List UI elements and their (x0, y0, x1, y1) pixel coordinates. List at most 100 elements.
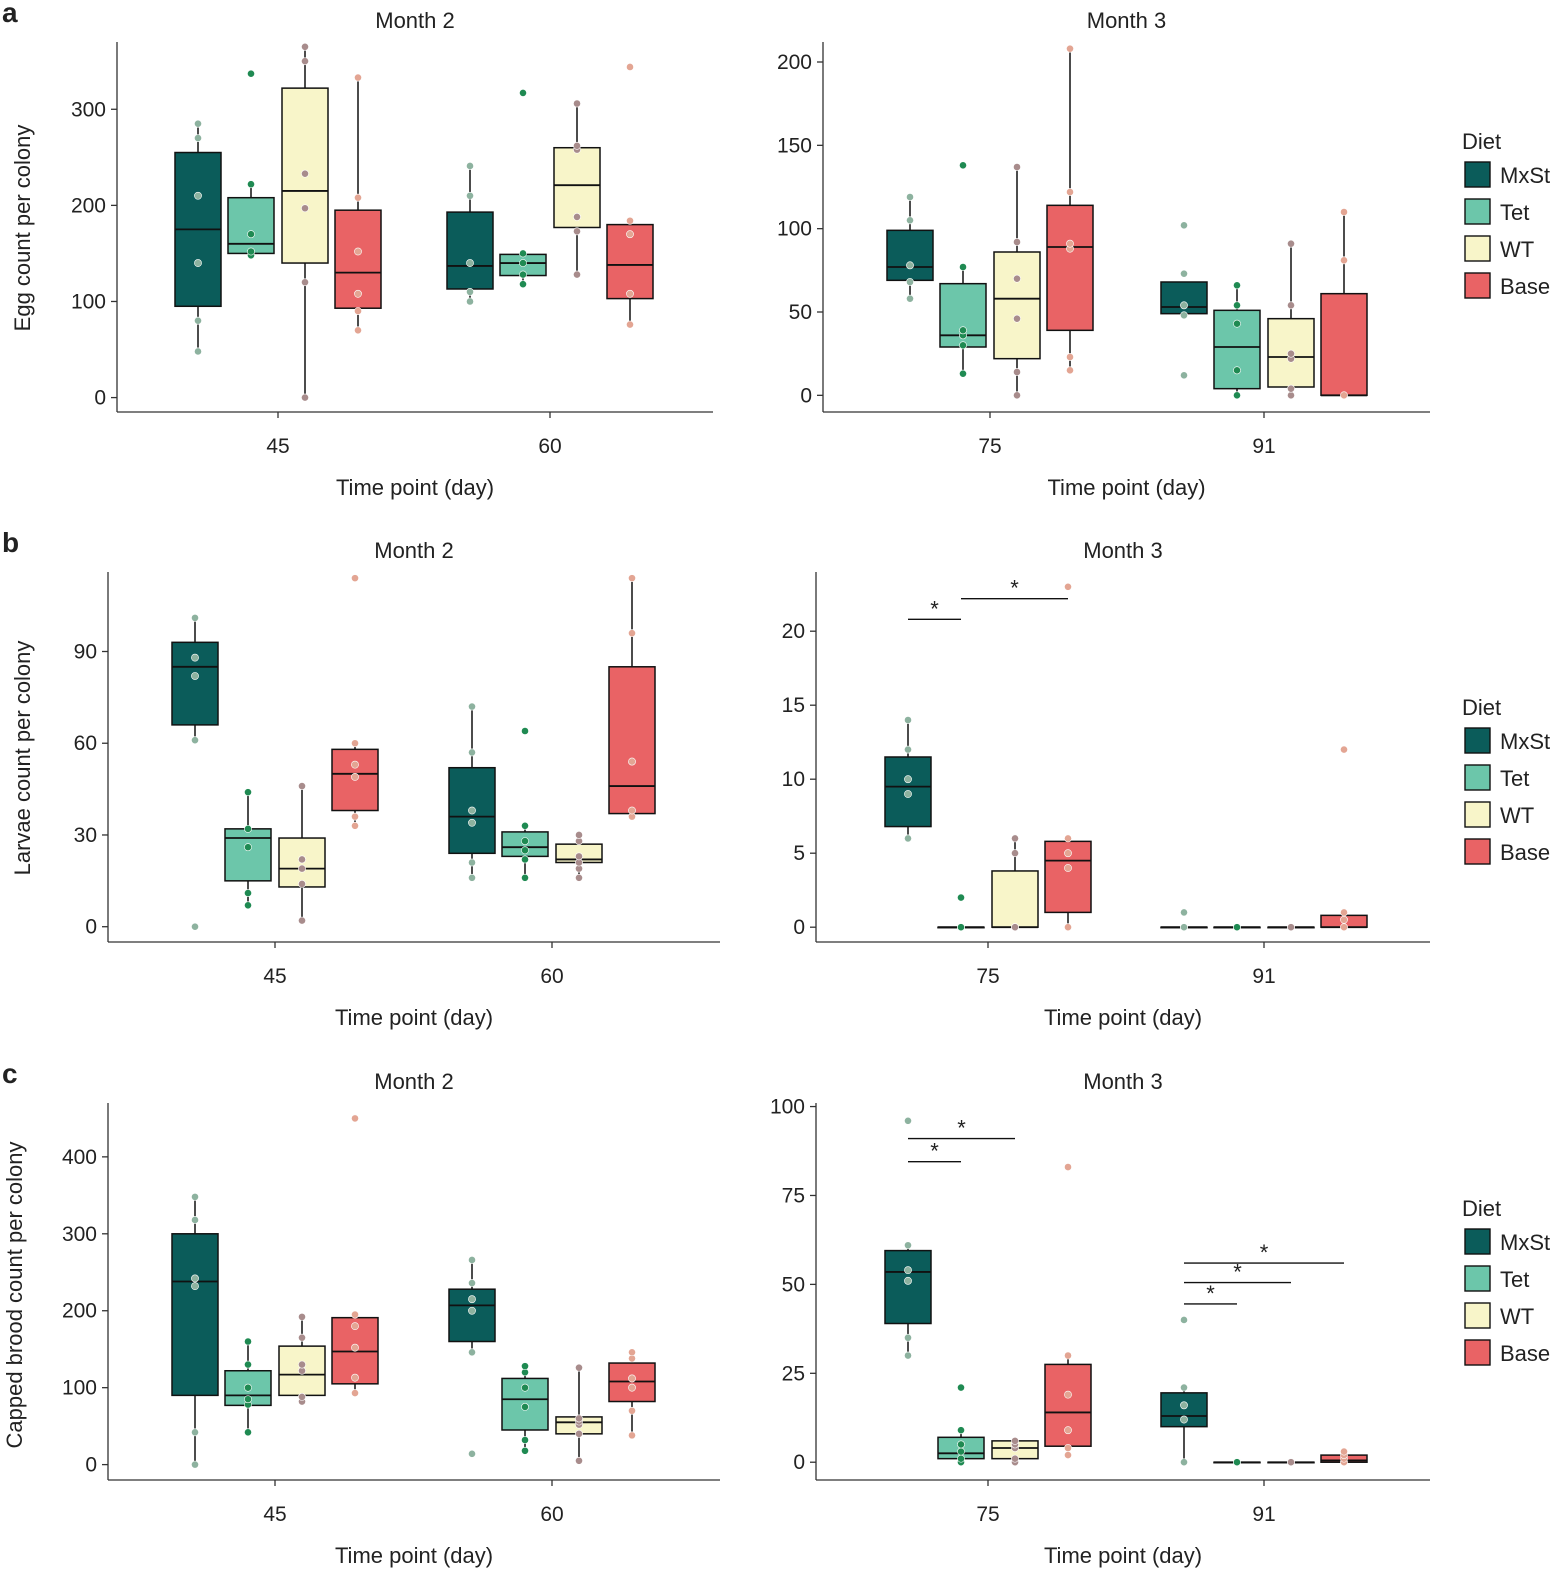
box-wt-day-75 (991, 834, 1039, 932)
x-tick-label: 60 (540, 965, 563, 988)
data-point (351, 1322, 359, 1331)
data-point (628, 574, 636, 583)
data-point (1064, 1451, 1072, 1460)
data-point (1064, 582, 1072, 591)
significance-star: * (957, 1116, 966, 1141)
data-point (301, 57, 309, 66)
box-tet-day-60 (499, 89, 547, 289)
significance-star: * (1010, 576, 1019, 601)
data-point (957, 1454, 965, 1463)
box-body (608, 666, 656, 815)
data-point (904, 1241, 912, 1250)
data-point (301, 278, 309, 287)
y-tick-label: 200 (62, 1300, 97, 1323)
box-mxst-day-60 (446, 162, 494, 306)
data-point (191, 1460, 199, 1469)
box-tet-day-45 (224, 1337, 272, 1437)
box-base-day-45 (334, 73, 382, 335)
data-point (351, 812, 359, 821)
data-point (298, 1360, 306, 1369)
data-point (626, 216, 634, 225)
data-point (1011, 849, 1019, 858)
data-point (519, 89, 527, 97)
box-body (1320, 292, 1368, 397)
y-tick-label: 200 (71, 194, 106, 217)
data-point (1233, 923, 1241, 932)
x-axis-label: Time point (day) (335, 1005, 493, 1030)
data-point (298, 855, 306, 864)
significance-star: * (1206, 1281, 1215, 1306)
significance-star: * (1260, 1240, 1269, 1265)
data-point (575, 873, 583, 882)
legend-label: WT (1500, 803, 1534, 828)
data-point (521, 1403, 529, 1411)
legend-swatch-tet (1464, 1265, 1491, 1292)
box-mxst-day-60 (448, 702, 496, 882)
data-point (1180, 1383, 1188, 1392)
data-point (468, 748, 476, 757)
box-tet-day-60 (501, 1362, 549, 1455)
data-point (466, 162, 474, 170)
data-point (1340, 908, 1348, 917)
data-point (1180, 1316, 1188, 1324)
x-tick-label: 75 (976, 965, 999, 988)
data-point (1064, 1426, 1072, 1435)
x-axis-label: Time point (day) (1047, 475, 1205, 500)
y-tick-label: 0 (800, 384, 812, 407)
data-point (575, 1456, 583, 1465)
data-point (1340, 923, 1348, 932)
x-tick-label: 91 (1252, 1503, 1275, 1526)
box-wt-day-75 (991, 1436, 1039, 1467)
data-point (521, 1446, 529, 1455)
data-point (959, 263, 967, 271)
box-tet-day-91 (1213, 281, 1261, 400)
y-tick-label: 400 (62, 1146, 97, 1169)
box-wt-day-45 (278, 1312, 326, 1406)
data-point (1180, 1415, 1188, 1424)
data-point (191, 1216, 199, 1224)
data-point (351, 739, 359, 748)
data-point (1066, 239, 1074, 248)
chart-title: Month 2 (375, 8, 455, 33)
data-point (244, 788, 252, 797)
data-point (1287, 391, 1295, 400)
data-point (628, 1406, 636, 1415)
data-point (247, 230, 255, 239)
box-mxst-day-75 (884, 1116, 932, 1360)
data-point (351, 1114, 359, 1123)
x-tick-label: 60 (540, 1503, 563, 1526)
box-mxst-day-75 (886, 193, 934, 303)
y-axis-label: Larvae count per colony (10, 641, 35, 876)
data-point (191, 653, 199, 662)
data-point (957, 1440, 965, 1449)
data-point (1064, 1390, 1072, 1399)
data-point (957, 1383, 965, 1392)
data-point (468, 806, 476, 815)
data-point (247, 180, 255, 189)
data-point (298, 1393, 306, 1401)
data-point (1013, 314, 1021, 323)
y-tick-label: 0 (85, 1454, 97, 1477)
data-point (1340, 391, 1348, 400)
data-point (959, 369, 967, 378)
x-tick-label: 75 (976, 1503, 999, 1526)
legend-label: WT (1500, 1304, 1534, 1329)
data-point (1340, 256, 1348, 265)
data-point (351, 1310, 359, 1319)
box-body (448, 766, 496, 855)
data-point (573, 99, 581, 108)
data-point (1180, 311, 1188, 320)
legend-swatch-tet (1464, 764, 1491, 791)
x-axis-label: Time point (day) (1044, 1005, 1202, 1030)
data-point (194, 134, 202, 143)
data-point (1233, 301, 1241, 310)
data-point (626, 320, 634, 329)
data-point (244, 1428, 252, 1437)
data-point (301, 169, 309, 178)
x-tick-label: 91 (1252, 965, 1275, 988)
y-tick-label: 150 (777, 134, 812, 157)
data-point (573, 270, 581, 279)
data-point (354, 289, 362, 298)
data-point (906, 261, 914, 270)
